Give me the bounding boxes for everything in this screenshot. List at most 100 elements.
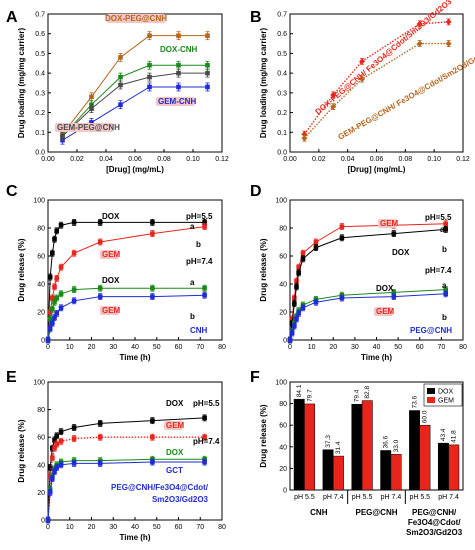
label-gem-ph74: GEM [102, 306, 121, 315]
x-tick-label: 60 [175, 524, 183, 531]
data-point [118, 55, 123, 60]
series-line-A [62, 86, 208, 141]
data-point [296, 264, 301, 270]
bar-value-label: 36.6 [382, 435, 389, 448]
x-axis-label-B: [Drug] (mg/mL) [348, 165, 406, 174]
bar-value-label: 82.8 [364, 386, 371, 399]
data-point [47, 326, 53, 332]
legend-dox-cnh: DOX-CNH [160, 45, 198, 54]
y-tick-label: 40 [279, 444, 287, 451]
data-point [50, 306, 55, 312]
x-tick-label: 0.04 [99, 156, 113, 163]
y-tick-label: 0.2 [35, 110, 45, 117]
legend-gem-peg-cnh-bg [55, 123, 114, 132]
data-point [150, 220, 155, 225]
y-tick-label: 0.7 [35, 12, 45, 19]
data-point [54, 228, 59, 234]
data-point [50, 455, 55, 461]
data-point [300, 305, 306, 311]
label-gct-ph74: GCT [166, 466, 183, 475]
data-point [147, 84, 152, 90]
bar-gem [361, 400, 373, 491]
x-axis-label-D: Time (h) [361, 353, 392, 362]
data-point [147, 74, 152, 80]
y-tick-label: 60 [279, 423, 287, 430]
data-point [52, 469, 57, 474]
bar-value-label: 84.1 [296, 384, 303, 397]
data-point [58, 439, 64, 444]
y-tick-label: 60 [279, 254, 287, 261]
panel-label-F: F [250, 369, 260, 386]
bar-gem [304, 403, 316, 491]
data-point [292, 323, 297, 329]
group-label-composite-3: Sm2O3/Gd2O3 [406, 528, 463, 537]
data-point [71, 298, 77, 304]
legend-label-dox: DOX [438, 389, 454, 396]
bar-value-label: 60.0 [422, 410, 429, 423]
label-gem-ph55-bg [378, 219, 397, 228]
data-point [205, 84, 210, 90]
group-label-peg-cnh: PEG@CNH [355, 508, 397, 517]
label-ph-74: pH=7.4 [193, 437, 220, 446]
panel-label-B: B [250, 9, 262, 26]
data-point [443, 291, 448, 297]
data-point [339, 235, 345, 241]
data-point [47, 490, 53, 495]
y-tick-label: 0.1 [277, 130, 287, 137]
data-point [71, 287, 77, 292]
x-tick-label: 0.04 [341, 156, 355, 163]
label-ph-55: pH=5.5 [425, 213, 452, 222]
data-point [359, 58, 366, 65]
data-point [294, 284, 299, 290]
data-point [58, 462, 64, 468]
x-tick-label: 40 [373, 344, 381, 351]
y-tick-label: 0.6 [35, 31, 45, 38]
x-tick-label: 0 [46, 344, 50, 351]
y-tick-label: 80 [37, 226, 45, 233]
data-point [150, 231, 155, 236]
x-tick-label: 50 [153, 344, 161, 351]
data-point [202, 224, 207, 229]
data-point [97, 434, 103, 440]
x-tick-label: 0 [288, 344, 292, 351]
x-category-label: pH 7.4 [438, 494, 459, 501]
y-tick-label: 20 [279, 310, 287, 317]
bar-dox [380, 450, 392, 491]
x-tick-label: 0 [46, 524, 50, 531]
data-point [292, 301, 297, 306]
y-tick-label: 100 [275, 198, 287, 205]
x-tick-label: 20 [329, 344, 337, 351]
y-tick-label: 0.0 [35, 150, 45, 157]
panel-label-D: D [250, 183, 262, 200]
series-line-A [62, 35, 208, 135]
x-tick-label: 0.02 [312, 156, 326, 163]
data-point [52, 284, 57, 290]
data-point [313, 245, 319, 250]
data-point [150, 434, 155, 440]
data-point [45, 337, 51, 343]
x-tick-label: 50 [394, 344, 402, 351]
series-line-C [47, 294, 205, 341]
x-tick-label: 10 [66, 524, 74, 531]
series-line-A [62, 72, 208, 137]
x-tick-label: 10 [66, 344, 74, 351]
legend-gem-cnh: GEM-CNH [158, 97, 196, 106]
x-tick-label: 0.12 [456, 156, 470, 163]
data-point [71, 425, 77, 430]
x-tick-label: 40 [131, 524, 139, 531]
bar-value-label: 73.6 [411, 395, 418, 408]
data-point [71, 220, 77, 225]
data-point [58, 264, 64, 270]
panel-label-E: E [6, 369, 17, 386]
bar-value-label: 79.7 [306, 389, 313, 402]
series-line-A [62, 64, 208, 137]
data-point [205, 70, 210, 76]
bar-value-label: 79.4 [354, 389, 361, 402]
label-a-d2: a [442, 281, 447, 290]
bar-dox [409, 410, 420, 491]
x-tick-label: 80 [218, 344, 226, 351]
data-point [52, 445, 57, 451]
panel-label-C: C [6, 183, 18, 200]
data-point [58, 305, 64, 311]
data-point [50, 476, 55, 481]
